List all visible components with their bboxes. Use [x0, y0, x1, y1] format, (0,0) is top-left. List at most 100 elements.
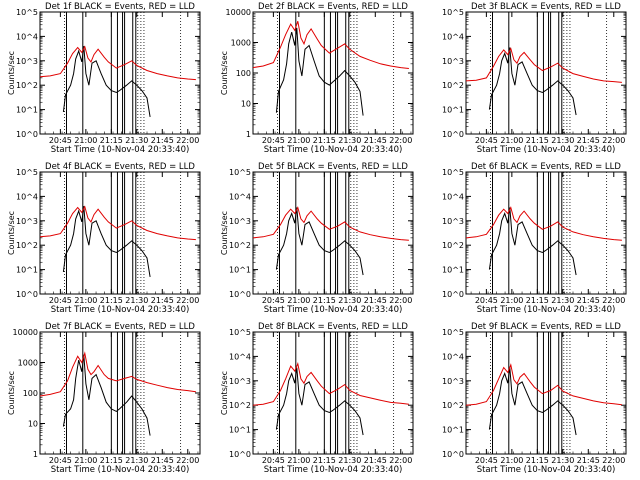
x-tick-label: 20:45	[49, 296, 72, 305]
y-tick-label: 10^0	[442, 450, 464, 459]
x-tick-label: 20:45	[49, 456, 72, 465]
plot-frame	[252, 11, 414, 135]
y-tick-label: 10^4	[442, 352, 464, 361]
panel-2: 1 10 100 1000 10000 20:45 21:00 21:15 21:30 21:45…	[220, 2, 414, 155]
y-tick-label: 10^3	[229, 217, 251, 226]
x-tick-label: 20:45	[262, 296, 285, 305]
events-series-line	[62, 354, 151, 436]
x-tick-label: 21:15	[526, 296, 549, 305]
x-tick-label: 21:30	[551, 456, 574, 465]
x-tick-label: 21:30	[551, 136, 574, 145]
events-series-line	[275, 207, 364, 276]
y-tick-label: 1	[246, 130, 251, 139]
y-tick-label: 10^3	[16, 217, 38, 226]
y-tick-label: 10^1	[229, 266, 251, 275]
x-tick-label: 21:15	[100, 296, 123, 305]
x-tick-label: 22:00	[389, 456, 412, 465]
x-tick-label: 21:15	[313, 456, 336, 465]
x-tick-label: 22:00	[602, 136, 625, 145]
x-tick-label: 21:15	[313, 296, 336, 305]
y-tick-label: 10^0	[229, 450, 251, 459]
panel-title: Det 4f BLACK = Events, RED = LLD	[45, 162, 195, 172]
y-tick-label: 100	[236, 69, 251, 78]
x-tick-label: 21:15	[313, 136, 336, 145]
y-tick-label: 10	[241, 100, 251, 109]
x-tick-label: 21:45	[577, 296, 600, 305]
lld-series-line	[39, 45, 196, 81]
x-tick-label: 21:45	[151, 136, 174, 145]
y-axis-label: Counts/sec	[220, 51, 229, 95]
x-axis-label: Start Time (10-Nov-04 20:33:40)	[264, 145, 403, 155]
x-tick-label: 22:00	[602, 296, 625, 305]
x-tick-label: 21:00	[287, 456, 310, 465]
x-tick-label: 21:30	[125, 456, 148, 465]
x-tick-label: 21:15	[100, 456, 123, 465]
plot-frame	[39, 171, 201, 295]
x-tick-label: 21:30	[338, 456, 361, 465]
x-axis-label: Start Time (10-Nov-04 20:33:40)	[51, 305, 190, 315]
x-tick-label: 22:00	[389, 296, 412, 305]
panel-title: Det 5f BLACK = Events, RED = LLD	[258, 162, 408, 172]
x-tick-label: 20:45	[49, 136, 72, 145]
y-tick-label: 10^4	[16, 192, 38, 201]
y-axis-label: Counts/sec	[7, 51, 16, 95]
y-tick-label: 10^2	[442, 241, 464, 250]
lld-series-line	[252, 361, 409, 406]
y-tick-label: 10^0	[229, 290, 251, 299]
panel-title: Det 2f BLACK = Events, RED = LLD	[258, 2, 408, 12]
x-tick-label: 21:00	[500, 456, 523, 465]
y-tick-label: 10^3	[442, 217, 464, 226]
lld-series-line	[39, 205, 196, 241]
y-tick-label: 10^3	[229, 377, 251, 386]
y-tick-label: 10^2	[229, 241, 251, 250]
panel-title: Det 7f BLACK = Events, RED = LLD	[45, 322, 195, 332]
x-tick-label: 20:45	[262, 456, 285, 465]
x-tick-label: 21:00	[74, 136, 97, 145]
lld-series-line	[465, 47, 622, 83]
y-tick-label: 10^0	[442, 290, 464, 299]
y-tick-label: 10^4	[229, 192, 251, 201]
y-tick-label: 10^0	[442, 130, 464, 139]
y-tick-label: 10^5	[442, 8, 464, 17]
y-axis-label: Counts/sec	[220, 371, 229, 415]
plot-frame	[465, 171, 627, 295]
y-tick-label: 10^3	[442, 377, 464, 386]
y-tick-label: 10^5	[16, 8, 38, 17]
panel-1: 10^010^110^210^310^410^520:45 21:00 21:15 2…	[7, 2, 201, 155]
x-axis-label: Start Time (10-Nov-04 20:33:40)	[264, 305, 403, 315]
y-tick-label: 10	[28, 420, 38, 429]
x-tick-label: 21:45	[151, 456, 174, 465]
y-tick-label: 10^5	[442, 168, 464, 177]
y-tick-label: 1000	[18, 359, 38, 368]
x-tick-label: 21:30	[125, 296, 148, 305]
x-axis-label: Start Time (10-Nov-04 20:33:40)	[264, 465, 403, 475]
events-series-line	[62, 206, 151, 277]
events-series-line	[275, 27, 364, 116]
y-tick-label: 10^0	[16, 290, 38, 299]
x-tick-label: 20:45	[475, 296, 498, 305]
plot-frame	[465, 331, 627, 455]
panel-4: 10^010^110^210^310^410^520:45 21:00 21:15 2…	[7, 162, 201, 315]
plot-frame	[252, 331, 414, 455]
y-tick-label: 10^1	[16, 106, 38, 115]
plot-frame	[39, 11, 201, 135]
lld-series-line	[465, 206, 622, 241]
panel-6: 10^010^110^210^310^410^520:45 21:00 21:15 2…	[442, 162, 627, 315]
lld-series-line	[39, 351, 196, 397]
x-tick-label: 21:00	[74, 296, 97, 305]
y-tick-label: 10^4	[229, 352, 251, 361]
x-tick-label: 21:00	[287, 296, 310, 305]
y-tick-label: 10^4	[442, 32, 464, 41]
x-tick-label: 21:30	[338, 136, 361, 145]
x-tick-label: 21:00	[500, 136, 523, 145]
events-series-line	[488, 47, 577, 116]
y-tick-label: 10^5	[229, 168, 251, 177]
y-tick-label: 10^5	[16, 168, 38, 177]
x-tick-label: 21:45	[364, 456, 387, 465]
x-tick-label: 21:15	[100, 136, 123, 145]
y-tick-label: 10^3	[16, 57, 38, 66]
lld-series-line	[252, 206, 409, 241]
y-axis-label: Counts/sec	[220, 211, 229, 255]
x-tick-label: 20:45	[262, 136, 285, 145]
